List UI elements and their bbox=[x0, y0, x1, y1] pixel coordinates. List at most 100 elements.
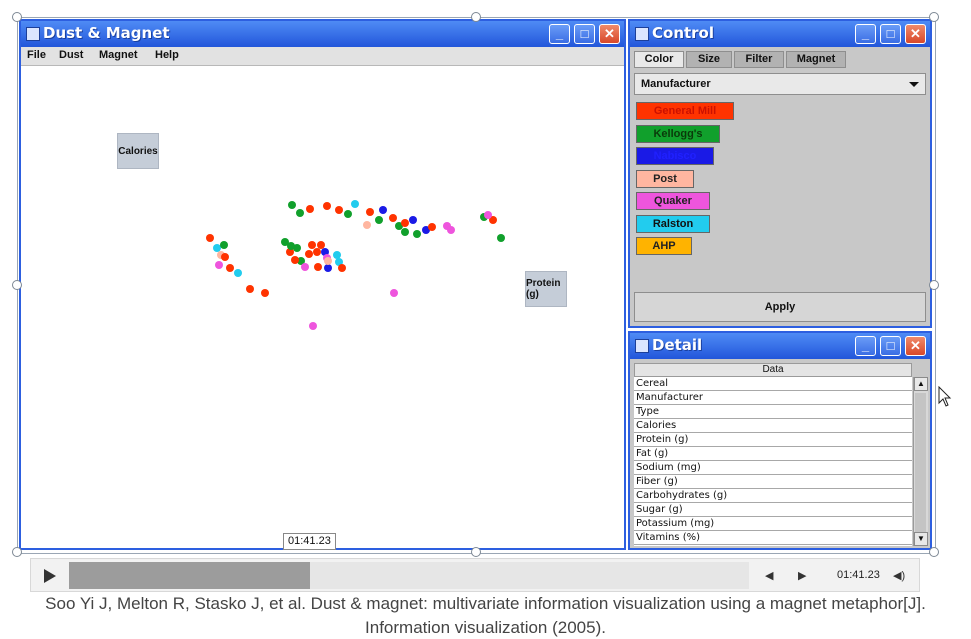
dust-point[interactable] bbox=[324, 257, 332, 265]
resize-handle[interactable] bbox=[12, 547, 22, 557]
dust-point[interactable] bbox=[395, 222, 403, 230]
dust-point[interactable] bbox=[366, 208, 374, 216]
legend-swatch[interactable]: Kellogg's bbox=[636, 124, 720, 143]
dust-point[interactable] bbox=[281, 238, 289, 246]
resize-handle[interactable] bbox=[929, 547, 939, 557]
maximize-icon[interactable]: □ bbox=[880, 336, 901, 356]
tab-filter[interactable]: Filter bbox=[734, 51, 784, 68]
volume-icon[interactable]: ◀) bbox=[893, 570, 906, 582]
detail-list[interactable]: Cereal Manufacturer Type Calories Protein (g… bbox=[634, 377, 912, 546]
menu-magnet[interactable]: Magnet bbox=[99, 49, 138, 61]
detail-row[interactable]: Type bbox=[634, 405, 912, 419]
dust-point[interactable] bbox=[309, 322, 317, 330]
dust-point[interactable] bbox=[287, 242, 295, 250]
dust-point[interactable] bbox=[213, 244, 221, 252]
dust-point[interactable] bbox=[375, 216, 383, 224]
dust-point[interactable] bbox=[261, 289, 269, 297]
dust-point[interactable] bbox=[220, 241, 228, 249]
detail-row[interactable]: Sodium (mg) bbox=[634, 461, 912, 475]
detail-row[interactable]: Protein (g) bbox=[634, 433, 912, 447]
legend-swatch[interactable]: Nabisco bbox=[636, 147, 714, 165]
dust-point[interactable] bbox=[363, 221, 371, 229]
dust-point[interactable] bbox=[305, 250, 313, 258]
minimize-icon[interactable]: _ bbox=[855, 24, 876, 44]
dust-point[interactable] bbox=[215, 261, 223, 269]
magnet-protein[interactable]: Protein (g) bbox=[525, 271, 567, 307]
dust-point[interactable] bbox=[335, 206, 343, 214]
dust-point[interactable] bbox=[308, 241, 316, 249]
magnet-calories[interactable]: Calories bbox=[117, 133, 159, 169]
resize-handle[interactable] bbox=[929, 12, 939, 22]
close-icon[interactable]: ✕ bbox=[599, 24, 620, 44]
scroll-up-icon[interactable]: ▲ bbox=[914, 377, 928, 391]
detail-scrollbar[interactable]: ▲ ▼ bbox=[913, 377, 928, 546]
scrollbar-thumb[interactable] bbox=[915, 393, 926, 543]
menu-dust[interactable]: Dust bbox=[59, 49, 84, 61]
apply-button[interactable]: Apply bbox=[634, 292, 926, 322]
dust-point[interactable] bbox=[314, 263, 322, 271]
dust-point[interactable] bbox=[351, 200, 359, 208]
resize-handle[interactable] bbox=[929, 280, 939, 290]
tab-color[interactable]: Color bbox=[634, 51, 684, 68]
dust-point[interactable] bbox=[206, 234, 214, 242]
dust-point[interactable] bbox=[390, 289, 398, 297]
dust-point[interactable] bbox=[335, 258, 343, 266]
menu-help[interactable]: Help bbox=[155, 49, 179, 61]
detail-row[interactable]: Manufacturer bbox=[634, 391, 912, 405]
dust-point[interactable] bbox=[246, 285, 254, 293]
dust-point[interactable] bbox=[338, 264, 346, 272]
menu-file[interactable]: File bbox=[27, 49, 46, 61]
legend-swatch[interactable]: General Mill bbox=[636, 102, 734, 120]
dust-point[interactable] bbox=[443, 222, 451, 230]
dust-point[interactable] bbox=[484, 211, 492, 219]
detail-row[interactable]: Cereal bbox=[634, 377, 912, 391]
dust-point[interactable] bbox=[422, 226, 430, 234]
dust-point[interactable] bbox=[306, 205, 314, 213]
dust-point[interactable] bbox=[296, 209, 304, 217]
legend-swatch[interactable]: Ralston bbox=[636, 214, 710, 233]
dust-point[interactable] bbox=[389, 214, 397, 222]
close-icon[interactable]: ✕ bbox=[905, 336, 926, 356]
detail-row[interactable]: Fiber (g) bbox=[634, 475, 912, 489]
dust-point[interactable] bbox=[234, 269, 242, 277]
detail-row[interactable]: Vitamins (%) bbox=[634, 531, 912, 545]
tab-magnet[interactable]: Magnet bbox=[786, 51, 846, 68]
dust-point[interactable] bbox=[286, 248, 294, 256]
dust-point[interactable] bbox=[323, 202, 331, 210]
dust-point[interactable] bbox=[344, 210, 352, 218]
maximize-icon[interactable]: □ bbox=[574, 24, 595, 44]
forward-icon[interactable]: ▶ bbox=[798, 570, 807, 582]
dust-point[interactable] bbox=[301, 263, 309, 271]
dust-point[interactable] bbox=[221, 253, 229, 261]
dust-point[interactable] bbox=[297, 257, 305, 265]
close-icon[interactable]: ✕ bbox=[905, 24, 926, 44]
play-icon[interactable] bbox=[39, 567, 59, 585]
dust-point[interactable] bbox=[413, 230, 421, 238]
maximize-icon[interactable]: □ bbox=[880, 24, 901, 44]
dust-point[interactable] bbox=[428, 223, 436, 231]
dust-point[interactable] bbox=[401, 219, 409, 227]
tab-size[interactable]: Size bbox=[686, 51, 732, 68]
resize-handle[interactable] bbox=[12, 280, 22, 290]
dust-canvas[interactable]: Calories Protein (g) bbox=[21, 66, 624, 548]
detail-row[interactable]: Fat (g) bbox=[634, 447, 912, 461]
dust-point[interactable] bbox=[379, 206, 387, 214]
resize-handle[interactable] bbox=[471, 547, 481, 557]
minimize-icon[interactable]: _ bbox=[549, 24, 570, 44]
dust-point[interactable] bbox=[447, 226, 455, 234]
dust-point[interactable] bbox=[317, 241, 325, 249]
dust-point[interactable] bbox=[333, 251, 341, 259]
scroll-down-icon[interactable]: ▼ bbox=[914, 532, 928, 546]
dust-point[interactable] bbox=[288, 201, 296, 209]
legend-swatch[interactable]: Quaker bbox=[636, 192, 710, 210]
dust-point[interactable] bbox=[489, 216, 497, 224]
detail-row[interactable]: Potassium (mg) bbox=[634, 517, 912, 531]
minimize-icon[interactable]: _ bbox=[855, 336, 876, 356]
resize-handle[interactable] bbox=[12, 12, 22, 22]
resize-handle[interactable] bbox=[471, 12, 481, 22]
dust-window-titlebar[interactable]: Dust & Magnet _ □ ✕ bbox=[21, 21, 624, 47]
legend-swatch[interactable]: Post bbox=[636, 169, 694, 188]
control-window-titlebar[interactable]: Control _ □ ✕ bbox=[630, 21, 930, 47]
progress-track[interactable] bbox=[69, 562, 749, 589]
dust-point[interactable] bbox=[401, 228, 409, 236]
